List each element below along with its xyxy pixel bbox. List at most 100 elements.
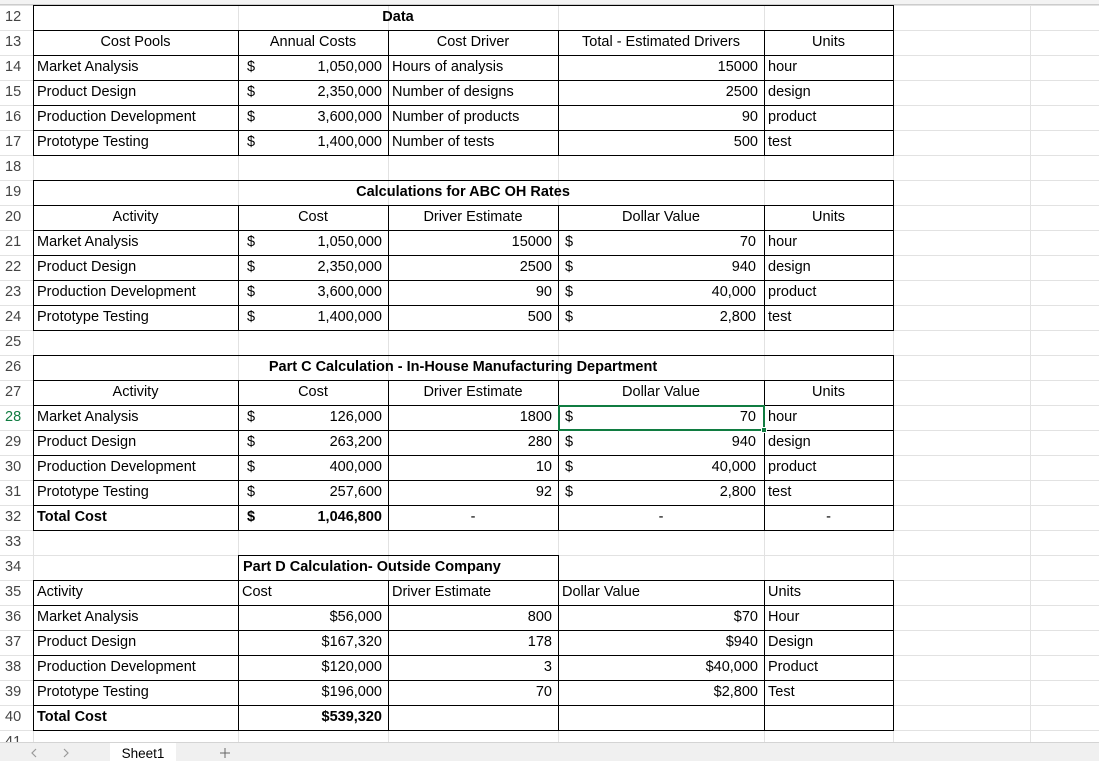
- currency-sign: $: [247, 459, 256, 475]
- cell-value: 126,000: [329, 409, 382, 425]
- row-number: 39: [5, 684, 22, 700]
- cell-text: test: [768, 484, 792, 500]
- cell-text: -: [658, 509, 664, 525]
- cell-text: Total - Estimated Drivers: [582, 34, 740, 50]
- cell-text: Product Design: [37, 84, 137, 100]
- cell-text: Product: [768, 659, 818, 675]
- currency-sign: $: [565, 459, 574, 475]
- cell-value: 1,050,000: [317, 59, 382, 75]
- cell-text: hour: [768, 234, 798, 250]
- cell-value: 2,800: [719, 484, 756, 500]
- row-number: 34: [5, 559, 22, 575]
- cell-text: Production Development: [37, 109, 196, 125]
- row-number: 35: [5, 584, 22, 600]
- row-number: 32: [5, 509, 22, 525]
- gridline: [388, 0, 389, 742]
- cell-text: product: [768, 459, 817, 475]
- cell-value: 940: [731, 259, 756, 275]
- cell-text: 90: [741, 109, 758, 125]
- currency-sign: $: [247, 134, 256, 150]
- currency-sign: $: [247, 309, 256, 325]
- cell-text: product: [768, 109, 817, 125]
- row-number: 21: [5, 234, 22, 250]
- cell-text: Prototype Testing: [37, 684, 149, 700]
- cell-text: Prototype Testing: [37, 134, 149, 150]
- row-number: 27: [5, 384, 22, 400]
- cell-text: design: [768, 434, 811, 450]
- row-number: 28: [5, 409, 22, 425]
- cell-text: product: [768, 284, 817, 300]
- cell-text: Market Analysis: [37, 609, 139, 625]
- cell-text: Units: [811, 34, 846, 50]
- cell-text: Prototype Testing: [37, 484, 149, 500]
- cell-text: 15000: [717, 59, 758, 75]
- cell-text: Production Development: [37, 459, 196, 475]
- row-number: 13: [5, 34, 22, 50]
- cell-text: 500: [527, 309, 552, 325]
- currency-sign: $: [247, 509, 256, 525]
- cell-value: 1,050,000: [317, 234, 382, 250]
- cell-text: Number of tests: [392, 134, 495, 150]
- cell-text: Total Cost: [37, 509, 107, 525]
- sheet-grid: 12 Data 13 Cost Pools Annual Costs Cost Drive…: [0, 0, 1099, 742]
- cell-text: Activity: [37, 584, 83, 600]
- row-number: 37: [5, 634, 22, 650]
- cell-value: 70: [739, 234, 756, 250]
- cell-text: Hour: [768, 609, 800, 625]
- row-number: 29: [5, 434, 22, 450]
- tab-scroll-arrows[interactable]: [26, 746, 76, 760]
- cell-text: Number of products: [392, 109, 520, 125]
- cell-border: [764, 130, 894, 156]
- row-number: 30: [5, 459, 22, 475]
- cell-value: 3,600,000: [317, 109, 382, 125]
- gridline: [1030, 0, 1031, 742]
- cell-text: Cost: [298, 209, 328, 225]
- row-number: 19: [5, 184, 22, 200]
- cell-text: 1800: [519, 409, 552, 425]
- cell-text: Driver Estimate: [423, 384, 523, 400]
- cell-text: Product Design: [37, 634, 137, 650]
- cell-text: $2,800: [713, 684, 758, 700]
- currency-sign: $: [247, 84, 256, 100]
- currency-sign: $: [247, 409, 256, 425]
- cell-text: Units: [811, 384, 846, 400]
- cell-text: Market Analysis: [37, 59, 139, 75]
- cell-text: $940: [725, 634, 758, 650]
- cell-text: Product Design: [37, 434, 137, 450]
- cell-value: 940: [731, 434, 756, 450]
- gridline: [558, 0, 559, 742]
- row-number: 41: [5, 734, 22, 742]
- row-number: 38: [5, 659, 22, 675]
- row-number: 18: [5, 159, 22, 175]
- cell-value: 40,000: [711, 459, 756, 475]
- cell-value: 40,000: [711, 284, 756, 300]
- row-number: 17: [5, 134, 22, 150]
- cell-text: Test: [768, 684, 795, 700]
- cell-text: $167,320: [321, 634, 382, 650]
- currency-sign: $: [565, 434, 574, 450]
- cell-text: Dollar Value: [562, 584, 640, 600]
- cell-text: $539,320: [321, 709, 382, 725]
- add-sheet-button[interactable]: [218, 746, 232, 760]
- cell-value: 2,350,000: [317, 259, 382, 275]
- cell-text: $56,000: [329, 609, 382, 625]
- sheet-tab[interactable]: Sheet1: [110, 743, 176, 761]
- currency-sign: $: [565, 309, 574, 325]
- cell-value: 1,400,000: [317, 134, 382, 150]
- cell-text: Total Cost: [37, 709, 107, 725]
- cell-value: 257,600: [329, 484, 382, 500]
- gridline: [238, 0, 239, 742]
- cell-text: $70: [733, 609, 758, 625]
- cell-text: Driver Estimate: [392, 584, 492, 600]
- cell-text: Units: [811, 209, 846, 225]
- row-number: 36: [5, 609, 22, 625]
- cell-text: 90: [535, 284, 552, 300]
- row-number: 40: [5, 709, 22, 725]
- cell-text: 10: [535, 459, 552, 475]
- cell-text: 178: [527, 634, 552, 650]
- row-number: 16: [5, 109, 22, 125]
- cell-text: Units: [768, 584, 802, 600]
- cell-value: 2,350,000: [317, 84, 382, 100]
- cell-text: Dollar Value: [622, 209, 700, 225]
